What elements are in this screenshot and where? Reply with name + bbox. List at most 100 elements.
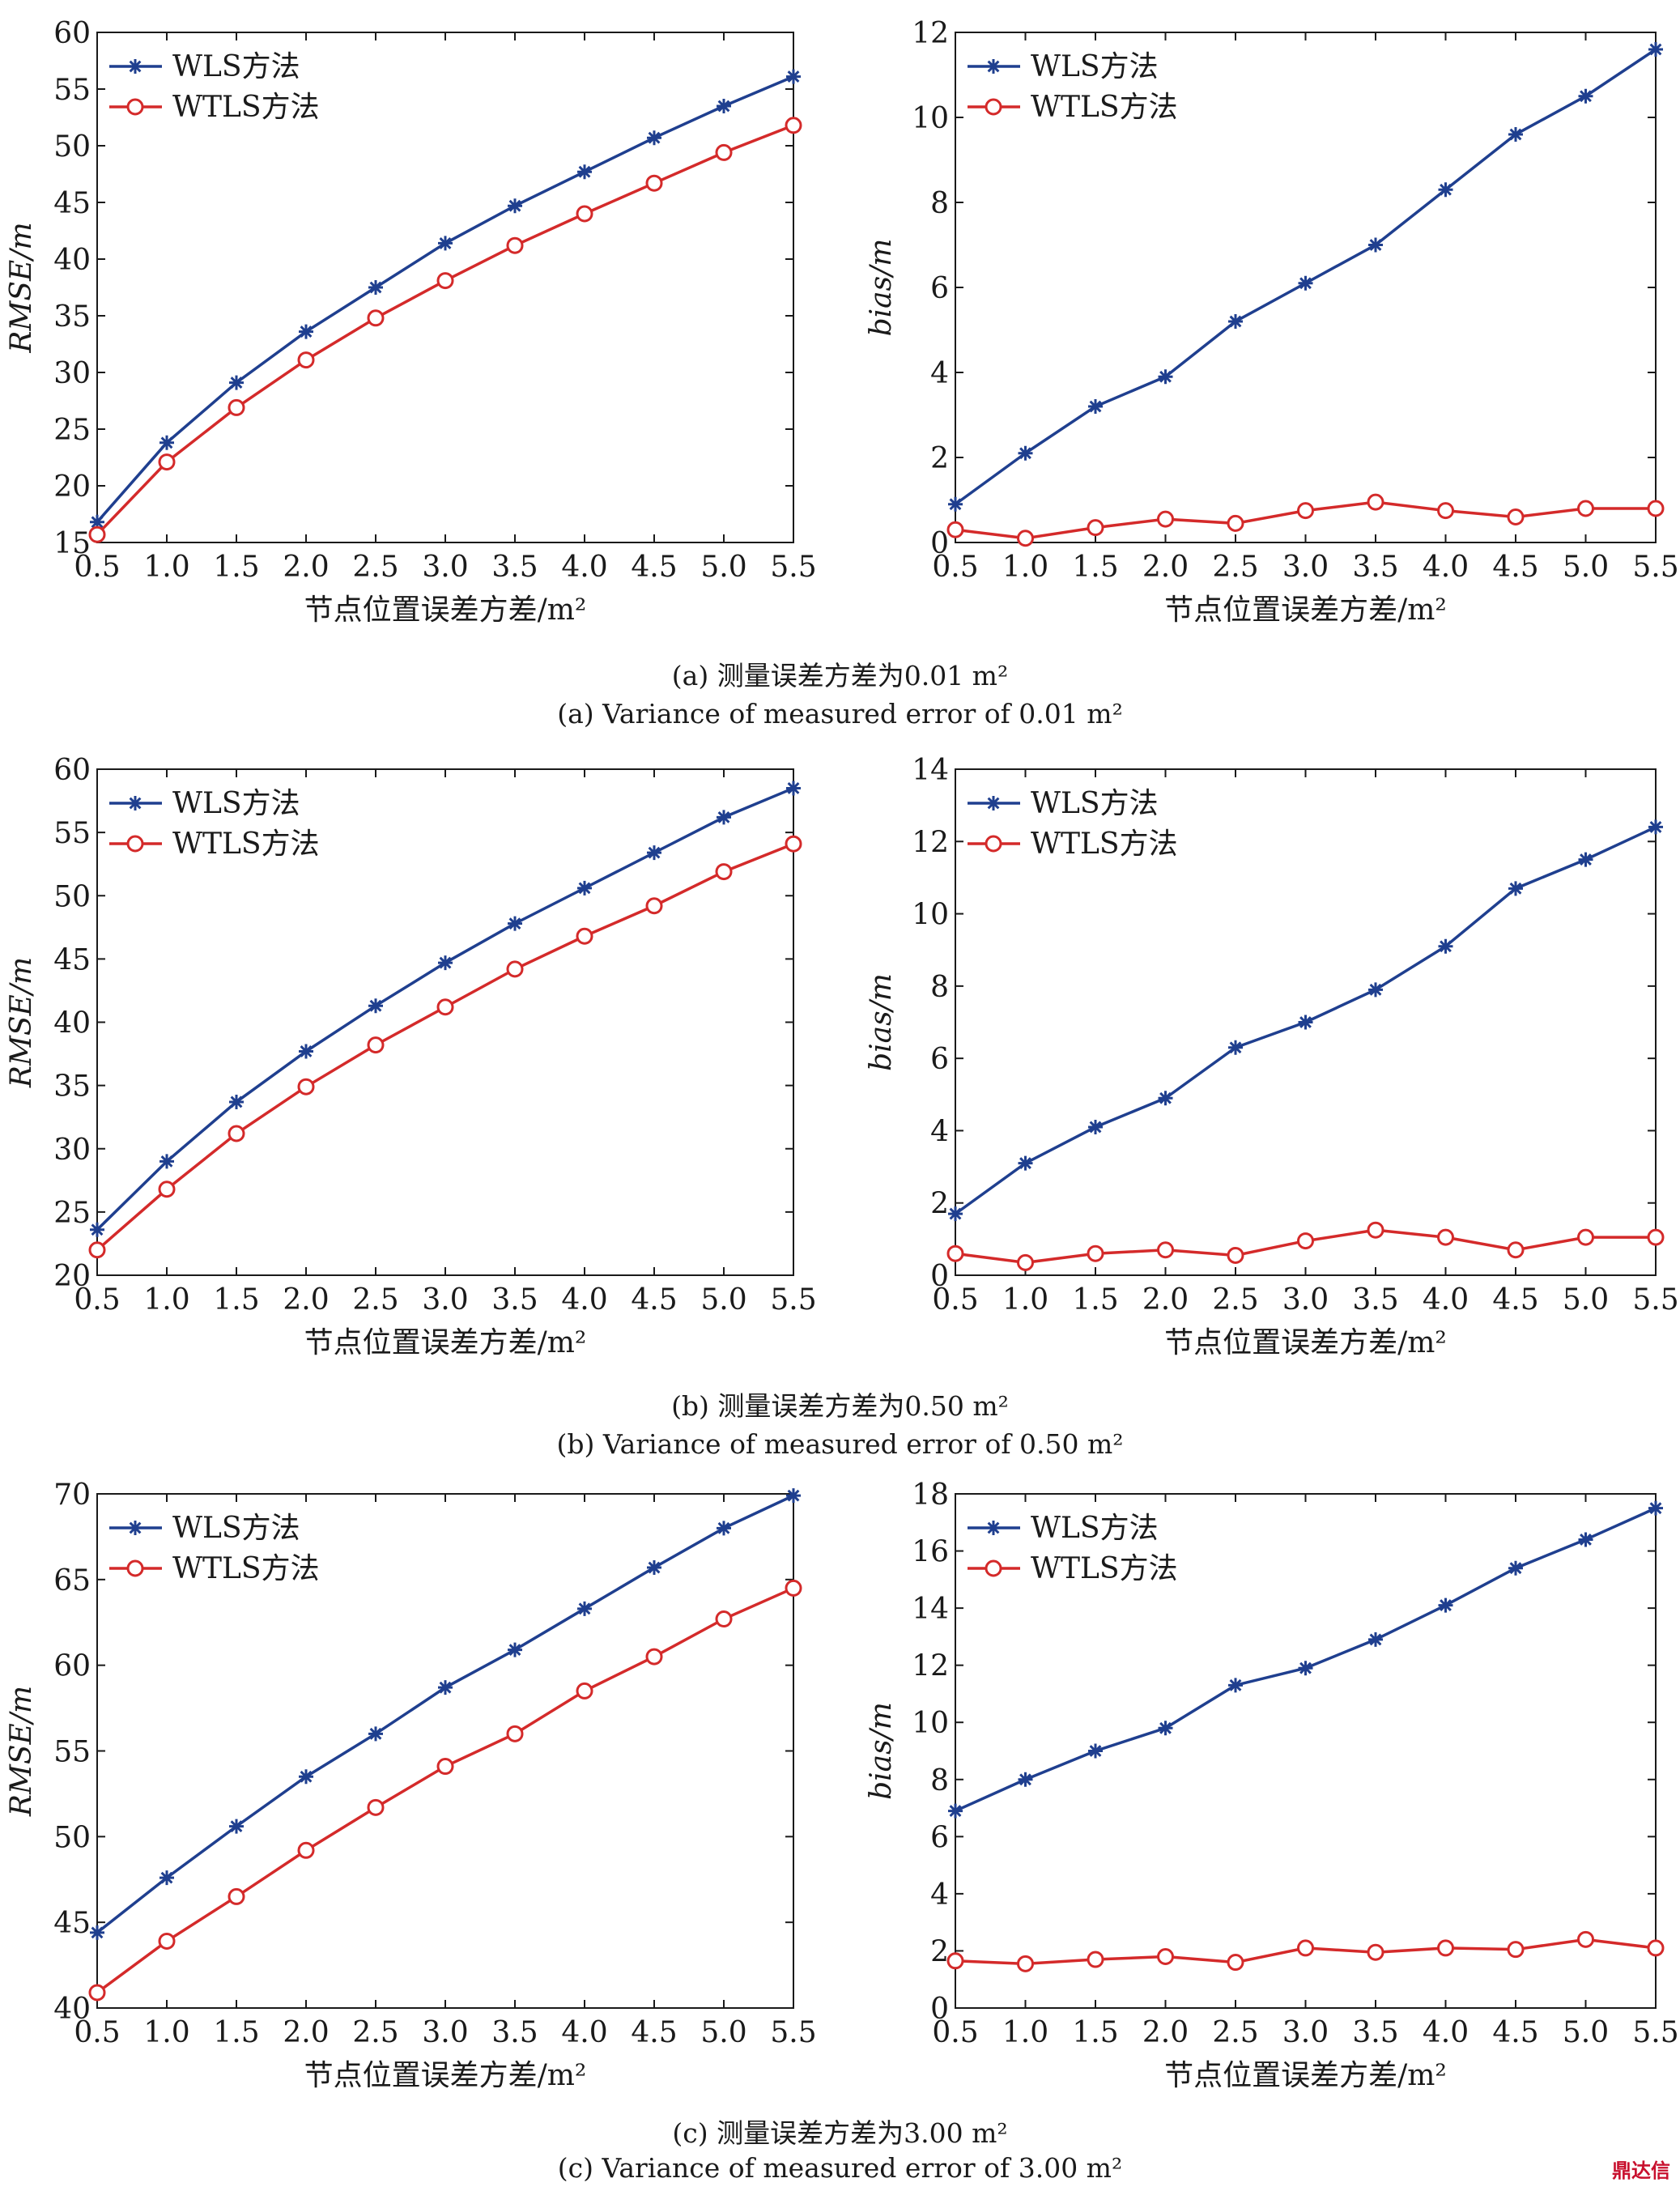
data-point-wls xyxy=(948,1803,963,1819)
y-tick-label: 35 xyxy=(53,300,91,334)
x-tick-label: 3.0 xyxy=(1282,551,1329,584)
series-line-wtls xyxy=(96,1586,794,1994)
data-point-wls xyxy=(1578,88,1593,104)
y-tick-label: 65 xyxy=(53,1564,91,1598)
data-point-wls xyxy=(577,1601,592,1616)
x-tick-label: 3.0 xyxy=(422,2016,468,2049)
data-point-wls xyxy=(1088,399,1103,414)
y-tick-label: 45 xyxy=(53,1907,91,1940)
data-point-wtls xyxy=(1227,514,1244,532)
data-point-wls xyxy=(786,781,801,796)
data-point-wtls xyxy=(1577,1228,1594,1246)
y-tick-label: 0 xyxy=(930,1260,949,1293)
data-point-wls xyxy=(948,1206,963,1222)
data-point-wtls xyxy=(1507,1941,1525,1959)
y-tick-label: 60 xyxy=(53,1650,91,1683)
legend-marker-star xyxy=(128,59,142,74)
y-tick-label: 60 xyxy=(53,17,91,50)
data-point-wls xyxy=(229,375,244,390)
x-tick-label: 2.5 xyxy=(352,551,398,584)
x-tick-label: 2.5 xyxy=(1212,2016,1258,2049)
data-point-wtls xyxy=(1577,1930,1594,1948)
data-point-wls xyxy=(299,324,313,339)
data-point-wtls xyxy=(1017,1253,1034,1271)
y-tick-label: 40 xyxy=(53,244,91,277)
data-point-wtls xyxy=(1087,1951,1104,1968)
data-point-wtls xyxy=(506,1725,524,1742)
x-tick-label: 5.0 xyxy=(1563,1283,1609,1317)
y-tick-label: 55 xyxy=(53,1736,91,1769)
data-point-wls xyxy=(159,1154,174,1169)
x-tick-label: 1.0 xyxy=(1002,1283,1048,1317)
legend-label: WTLS方法 xyxy=(172,91,320,124)
caption-a-en: (a) Variance of measured error of 0.01 m… xyxy=(557,698,1123,730)
x-tick-label: 3.0 xyxy=(1282,2016,1329,2049)
data-point-wtls xyxy=(297,351,315,369)
x-tick-label: 1.5 xyxy=(213,2016,259,2049)
data-point-wtls xyxy=(715,143,733,161)
y-tick-label: 12 xyxy=(912,1650,949,1683)
y-tick-label: 40 xyxy=(53,1993,91,2026)
data-point-wtls xyxy=(576,205,593,223)
legend-label: WTLS方法 xyxy=(172,1552,320,1585)
x-tick-label: 4.0 xyxy=(561,551,607,584)
data-point-wls xyxy=(229,1819,244,1834)
caption-a-zh: (a) 测量误差方差为0.01 m² xyxy=(671,660,1009,691)
x-axis-label: 节点位置误差方差/m² xyxy=(1164,1326,1447,1359)
data-point-wtls xyxy=(436,1758,454,1776)
y-tick-label: 16 xyxy=(912,1536,949,1569)
data-point-wtls xyxy=(1157,1241,1174,1259)
data-point-wls xyxy=(1228,1678,1243,1693)
x-tick-label: 2.0 xyxy=(1142,1283,1189,1317)
data-point-wtls xyxy=(1507,508,1525,525)
data-point-wtls xyxy=(946,1952,964,1970)
y-tick-label: 25 xyxy=(53,1197,91,1230)
legend-label: WTLS方法 xyxy=(1031,827,1178,861)
legend-label: WLS方法 xyxy=(172,787,300,820)
x-tick-label: 5.0 xyxy=(1563,2016,1609,2049)
legend-marker-circle xyxy=(985,835,1002,853)
x-tick-label: 2.5 xyxy=(1212,1283,1258,1317)
legend-label: WLS方法 xyxy=(1031,1512,1159,1545)
y-tick-label: 2 xyxy=(930,442,949,475)
y-tick-label: 10 xyxy=(912,899,949,932)
y-tick-label: 6 xyxy=(930,1821,949,1854)
x-tick-label: 5.0 xyxy=(1563,551,1609,584)
x-tick-label: 4.5 xyxy=(631,1283,677,1317)
x-tick-label: 3.5 xyxy=(491,551,538,584)
y-tick-label: 30 xyxy=(53,357,91,390)
legend-marker-star xyxy=(128,796,142,810)
y-tick-label: 4 xyxy=(930,357,949,390)
chart-bias-b: 0.5 1.0 1.5 2.0 2.5 3.0 3.5 4.0 4.5 5.0 5.5 0 2 4 6 8 10… xyxy=(865,754,1679,1359)
data-point-wls xyxy=(90,1925,104,1940)
x-tick-label: 2.5 xyxy=(1212,551,1258,584)
data-point-wtls xyxy=(785,117,802,134)
data-point-wtls xyxy=(158,1181,176,1198)
y-tick-label: 45 xyxy=(53,187,91,220)
series-line-wls xyxy=(96,74,794,523)
y-axis-label: bias/m xyxy=(865,239,898,337)
data-point-wtls xyxy=(1437,1228,1454,1246)
data-point-wtls xyxy=(715,863,733,881)
x-tick-label: 1.5 xyxy=(1072,551,1118,584)
data-point-wtls xyxy=(1157,1948,1174,1965)
data-point-wls xyxy=(1228,1040,1243,1055)
data-point-wls xyxy=(1088,1119,1103,1134)
y-tick-label: 4 xyxy=(930,1878,949,1912)
data-point-wls xyxy=(368,998,383,1014)
data-point-wls xyxy=(368,280,383,295)
data-point-wtls xyxy=(88,525,106,543)
data-point-wtls xyxy=(297,1078,315,1096)
legend-label: WLS方法 xyxy=(172,1512,300,1545)
data-point-wls xyxy=(717,1521,731,1536)
data-point-wtls xyxy=(785,1579,802,1597)
x-tick-label: 4.5 xyxy=(631,551,677,584)
x-tick-label: 4.5 xyxy=(1492,551,1538,584)
x-tick-label: 0.5 xyxy=(932,551,978,584)
data-point-wtls xyxy=(1367,493,1384,511)
x-tick-label: 5.5 xyxy=(1632,551,1678,584)
data-point-wtls xyxy=(946,1244,964,1262)
x-tick-label: 5.0 xyxy=(700,2016,746,2049)
x-tick-label: 5.0 xyxy=(700,1283,746,1317)
data-point-wls xyxy=(1648,42,1663,57)
